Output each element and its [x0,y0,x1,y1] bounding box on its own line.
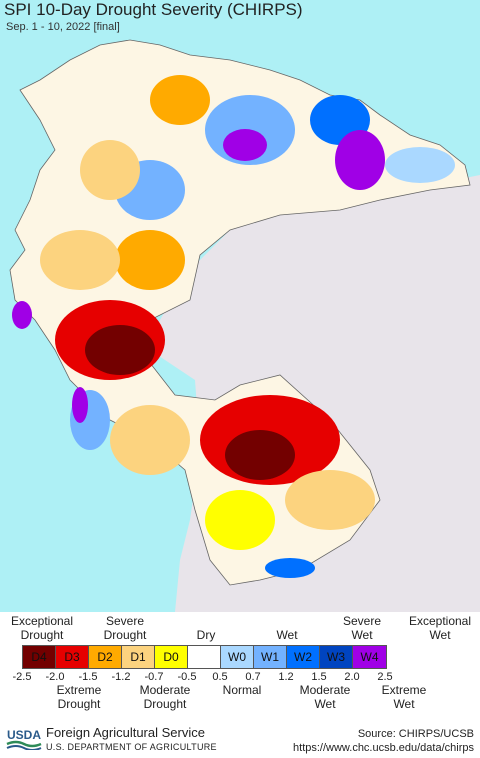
legend-label-severe-drought-text: Severe Drought [103,614,147,642]
dry-area-bolivia-east [285,470,375,530]
legend-cell-w0: W0 [221,646,254,668]
dry-area-peru-south [110,405,190,475]
data-source-url[interactable]: https://www.chc.ucsb.edu/data/chirps [293,742,474,754]
department-name: U.S. DEPARTMENT OF AGRICULTURE [46,742,217,752]
footer: USDA Foreign Agricultural Service U.S. D… [0,722,480,758]
legend-cell-normal [188,646,221,668]
wet-area-suriname [385,147,455,183]
dry-area-colombia [80,140,140,200]
legend-label-extreme-wet: Extreme Wet [381,683,427,711]
legend-cell-d2: D2 [89,646,122,668]
exceptional-dry-peru [85,325,155,375]
legend-label-wet: Wet [276,628,298,642]
map-title: SPI 10-Day Drought Severity (CHIRPS) [4,0,303,19]
legend-tick: 0.5 [212,671,228,683]
legend-cell-d3: D3 [56,646,89,668]
usda-logo-icon: USDA [6,728,42,750]
legend-tick: 2.5 [377,671,393,683]
legend-label-severe-wet: Severe Wet [336,614,388,642]
legend-label-dry: Dry [196,628,216,642]
legend-tick: 1.5 [311,671,327,683]
exceptional-dry-bolivia [225,430,295,480]
dry-area-ecuador [40,230,120,290]
legend-cell-d4: D4 [23,646,56,668]
svg-text:USDA: USDA [7,728,41,742]
legend-cell-w3: W3 [320,646,353,668]
map-subtitle: Sep. 1 - 10, 2022 [final] [6,21,120,33]
exceptional-wet-guyana [335,130,385,190]
legend-tick: -1.5 [78,671,98,683]
legend-label-moderate-wet: Moderate Wet [299,683,351,711]
legend-label-severe-wet-text: Severe Wet [342,614,382,642]
exceptional-wet-ecuador [12,301,32,329]
legend-cell-d1: D1 [122,646,155,668]
legend-tick: 0.7 [245,671,261,683]
dry-area-colombia-south [115,230,185,290]
agency-name: Foreign Agricultural Service [46,725,205,740]
legend-tick: -1.2 [111,671,131,683]
legend-label-extreme-drought: Extreme Drought [56,683,102,711]
legend-label-exceptional-drought: Exceptional Drought [4,614,80,642]
legend-label-exceptional-wet: Exceptional Wet [400,614,480,642]
legend-cell-w1: W1 [254,646,287,668]
abnormally-dry-bolivia-south [205,490,275,550]
legend-cell-w4: W4 [353,646,386,668]
legend-label-moderate-drought: Moderate Drought [139,683,191,711]
drought-map: SPI 10-Day Drought Severity (CHIRPS) Sep… [0,0,480,612]
exceptional-wet-venezuela [223,129,267,161]
legend-tick: -2.5 [12,671,32,683]
legend-label-severe-drought: Severe Drought [90,614,160,642]
legend-label-exceptional-drought-text: Exceptional Drought [10,614,74,642]
wet-area-south [265,558,315,578]
legend-tick: -2.0 [45,671,65,683]
map-canvas [9,39,480,612]
legend-label-normal: Normal [222,683,262,697]
legend-cell-w2: W2 [287,646,320,668]
legend-color-bar: D4 D3 D2 D1 D0 W0 W1 W2 W3 W4 [22,645,387,669]
data-source: Source: CHIRPS/UCSB [357,728,474,740]
exceptional-wet-peru-coast [72,387,88,423]
legend-tick: 1.2 [278,671,294,683]
legend-tick: 2.0 [344,671,360,683]
legend-tick: -0.5 [177,671,197,683]
legend-cell-d0: D0 [155,646,188,668]
legend-tick: -0.7 [144,671,164,683]
legend-label-exceptional-wet-text: Exceptional Wet [408,614,472,642]
dry-area-north [150,75,210,125]
